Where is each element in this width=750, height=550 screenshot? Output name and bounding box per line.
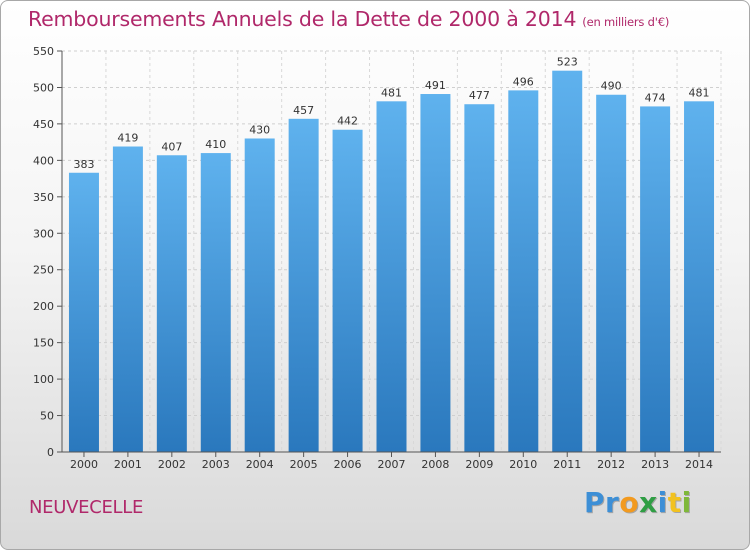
x-tick-label-2005: 2005: [290, 458, 318, 471]
x-tick-label-2003: 2003: [202, 458, 230, 471]
chart-title-text: Remboursements Annuels de la Dette de 20…: [28, 7, 577, 31]
bar-2003: [200, 153, 231, 452]
x-tick-label-2002: 2002: [158, 458, 186, 471]
proxiti-logo[interactable]: Proxiti: [584, 486, 692, 519]
y-tick-label-550: 550: [33, 45, 54, 58]
y-tick-label-100: 100: [33, 373, 54, 386]
axis-layer: 0 50 100 150 200 250 300 350 400 450 500 550 2000 200…: [33, 45, 721, 471]
x-tick-label-2011: 2011: [553, 458, 581, 471]
y-tick-label-300: 300: [33, 227, 54, 240]
data-label-2004: 430: [249, 123, 270, 136]
bar-2008: [420, 94, 451, 453]
data-label-2010: 496: [513, 75, 534, 88]
y-tick-label-150: 150: [33, 337, 54, 350]
logo-letter: i: [681, 486, 692, 519]
data-label-2013: 474: [645, 91, 666, 104]
bar-2010: [508, 90, 539, 452]
x-tick-label-2008: 2008: [421, 458, 449, 471]
x-tick-label-2004: 2004: [246, 458, 274, 471]
x-tick-label-2014: 2014: [685, 458, 713, 471]
bar-2005: [288, 118, 319, 453]
x-tick-label-2009: 2009: [465, 458, 493, 471]
bar-2011: [552, 70, 583, 452]
y-tick-label-350: 350: [33, 191, 54, 204]
data-label-2005: 457: [293, 104, 314, 117]
y-tick-label-250: 250: [33, 264, 54, 277]
data-label-2008: 491: [425, 79, 446, 92]
logo-letter: i: [657, 486, 668, 519]
unit-note: (en milliers d'€): [582, 15, 670, 29]
bars-layer: 383 419 407 410 430 457 442 481 491 477 496 523 490 4…: [68, 56, 715, 453]
data-label-2002: 407: [161, 140, 182, 153]
y-tick-label-0: 0: [47, 446, 54, 459]
y-tick-label-200: 200: [33, 300, 54, 313]
logo-letter: r: [605, 486, 620, 519]
x-tick-label-2010: 2010: [509, 458, 537, 471]
data-label-2007: 481: [381, 86, 402, 99]
x-tick-label-2013: 2013: [641, 458, 669, 471]
logo-letter: t: [667, 486, 682, 519]
y-tick-label-500: 500: [33, 81, 54, 94]
y-tick-label-50: 50: [40, 410, 54, 423]
data-label-2014: 481: [689, 86, 710, 99]
bar-2012: [596, 94, 627, 452]
x-tick-label-2006: 2006: [334, 458, 362, 471]
y-tick-label-450: 450: [33, 118, 54, 131]
data-label-2000: 383: [73, 158, 94, 171]
data-label-2012: 490: [601, 80, 622, 93]
data-label-2003: 410: [205, 138, 226, 151]
bar-2014: [684, 101, 715, 452]
x-tick-label-2012: 2012: [597, 458, 625, 471]
bar-2009: [464, 104, 495, 452]
logo-letter: x: [639, 486, 658, 519]
x-tick-label-2000: 2000: [70, 458, 98, 471]
chart-title: Remboursements Annuels de la Dette de 20…: [28, 7, 669, 31]
data-label-2006: 442: [337, 115, 358, 128]
commune-name: NEUVECELLE: [29, 497, 144, 518]
bar-2000: [68, 172, 99, 452]
bar-2001: [112, 146, 143, 452]
x-tick-label-2007: 2007: [378, 458, 406, 471]
x-tick-label-2001: 2001: [114, 458, 142, 471]
bar-2007: [376, 101, 407, 452]
y-tick-label-400: 400: [33, 154, 54, 167]
bar-2006: [332, 129, 363, 452]
logo-letter: o: [619, 486, 640, 519]
data-label-2001: 419: [117, 132, 138, 145]
data-label-2011: 523: [557, 56, 578, 69]
data-label-2009: 477: [469, 89, 490, 102]
bar-2013: [640, 106, 671, 452]
logo-letter: P: [584, 486, 606, 519]
bar-2004: [244, 138, 275, 452]
bar-2002: [156, 155, 187, 452]
